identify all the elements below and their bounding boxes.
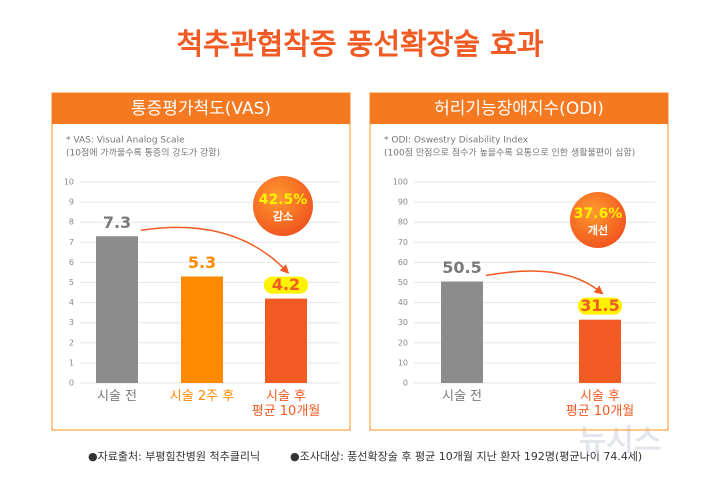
panel-header [52, 93, 350, 124]
trend-arrow [485, 270, 604, 295]
value-highlight [264, 276, 308, 294]
y-tick-label: 50 [398, 278, 408, 287]
bar [579, 319, 621, 383]
y-tick-label: 80 [398, 218, 408, 227]
value-label: 7.3 [103, 213, 131, 232]
x-tick-label: 시술 전 [441, 389, 482, 404]
value-label: 50.5 [442, 258, 481, 277]
y-tick-label: 90 [398, 198, 408, 207]
footer-subject: ●조사대상: 풍선확장술 후 평균 10개월 지난 환자 192명(평균나이 7… [290, 450, 642, 463]
y-tick-label: 20 [398, 338, 408, 347]
bar [265, 298, 307, 383]
panel-title: 허리기능장애지수(ODI) [434, 99, 604, 119]
trend-arrow [140, 226, 290, 274]
note: (10점에 가까울수록 통증의 강도가 강함) [66, 147, 220, 159]
y-tick-label: 100 [393, 178, 408, 187]
bar [441, 281, 483, 383]
y-tick-label: 1 [69, 358, 74, 367]
y-tick-label: 0 [403, 379, 408, 388]
annotation-text: 개선 [588, 223, 608, 237]
y-tick-label: 4 [69, 298, 74, 307]
bar [96, 236, 138, 383]
annotation-badge [570, 192, 626, 248]
annotation-text: 감소 [273, 209, 293, 223]
y-tick-label: 5 [69, 278, 74, 287]
y-tick-label: 6 [69, 258, 74, 267]
y-tick-label: 40 [398, 298, 408, 307]
y-tick-label: 8 [69, 218, 74, 227]
y-tick-label: 70 [398, 238, 408, 247]
y-tick-label: 60 [398, 258, 408, 267]
value-label: 31.5 [580, 296, 619, 315]
value-label: 4.2 [272, 275, 300, 294]
y-tick-label: 7 [69, 238, 74, 247]
annotation-value: 42.5% [259, 192, 308, 208]
note: * VAS: Visual Analog Scale [66, 136, 185, 146]
x-tick-label: 시술 후 평균 10개월 [565, 389, 635, 419]
x-tick-label: 시술 후 평균 10개월 [251, 389, 321, 419]
value-highlight [578, 297, 622, 315]
value-label: 5.3 [188, 253, 216, 272]
x-tick-label: 시술 2주 후 [169, 389, 235, 404]
y-tick-label: 2 [69, 338, 74, 347]
y-tick-label: 0 [69, 379, 74, 388]
y-tick-label: 3 [69, 318, 74, 327]
watermark: 뉴시스 [579, 424, 662, 459]
annotation-badge [253, 176, 313, 236]
y-tick-label: 10 [398, 358, 408, 367]
footer-source: ●자료출처: 부평힘찬병원 척추클리닉 [88, 449, 260, 463]
bar [181, 276, 223, 383]
note: * ODI: Oswestry Disability Index [384, 136, 529, 146]
panel-header [370, 93, 668, 124]
y-tick-label: 10 [64, 178, 74, 187]
x-tick-label: 시술 전 [96, 389, 137, 404]
y-tick-label: 9 [69, 198, 74, 207]
panel-title: 통증평가척도(VAS) [131, 99, 271, 119]
y-tick-label: 30 [398, 318, 408, 327]
main-title: 척추관협착증 풍선확장술 효과 [176, 27, 543, 61]
note: (100점 만점으로 점수가 높을수록 요통으로 인한 생활불편이 심함) [384, 147, 635, 159]
annotation-value: 37.6% [574, 206, 623, 222]
